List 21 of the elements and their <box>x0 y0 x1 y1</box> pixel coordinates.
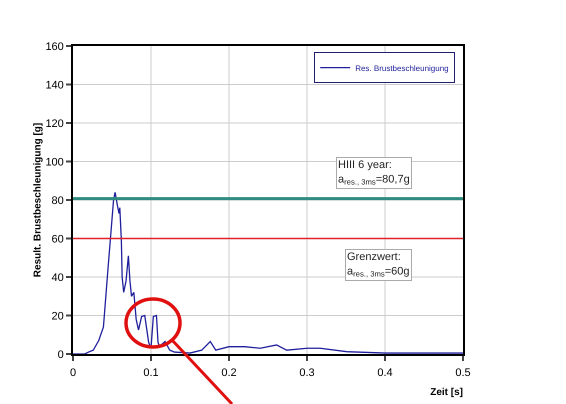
ref-line-label: Grenzwert: a$_{res., 3ms}$=60g <box>347 251 410 279</box>
y-axis-title: Result. Brustbeschleunigung [g] <box>32 122 44 278</box>
y-tick-label: 80 <box>52 194 64 207</box>
x-tick-label: 0.5 <box>455 367 471 380</box>
legend-label: Res. Brustbeschleunigung <box>355 64 449 73</box>
y-tick-label: 100 <box>45 156 64 168</box>
x-tick-label: 0.1 <box>143 367 159 380</box>
y-tick-label: 160 <box>45 40 64 53</box>
ref-line-label: HIII 6 year: a$_{res., 3ms}$=80,7g <box>338 159 410 187</box>
y-tick-label: 20 <box>52 310 64 322</box>
y-tick-label: 120 <box>45 118 64 130</box>
x-axis-title: Zeit [s] <box>430 387 463 398</box>
y-tick-label: 140 <box>45 79 64 92</box>
x-tick-label: 0.3 <box>299 367 315 380</box>
y-tick-label: 0 <box>58 348 64 361</box>
x-tick-label: 0.4 <box>377 367 393 380</box>
y-tick-label: 40 <box>52 272 64 284</box>
y-tick-label: 60 <box>52 233 64 246</box>
x-tick-label: 0.2 <box>221 367 237 380</box>
line-series <box>73 192 463 354</box>
x-tick-label: 0 <box>70 367 76 380</box>
